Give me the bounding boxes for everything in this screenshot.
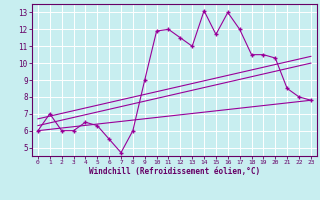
X-axis label: Windchill (Refroidissement éolien,°C): Windchill (Refroidissement éolien,°C) (89, 167, 260, 176)
